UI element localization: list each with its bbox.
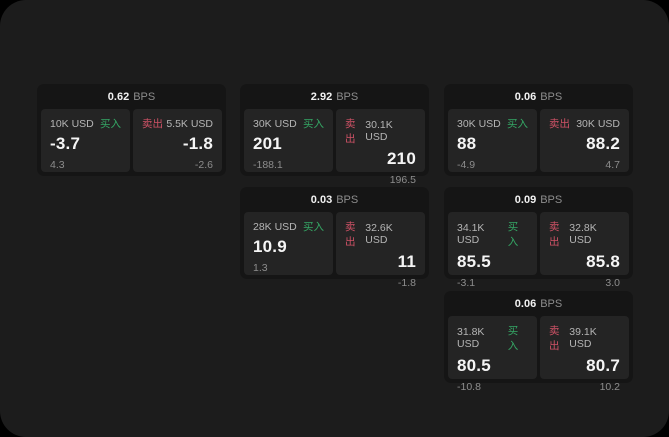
quote-panels: 30K USD 买入 88 -4.9 卖出 30K USD 88.2 4.7 <box>444 107 633 176</box>
sell-label: 卖出 <box>549 325 560 352</box>
buy-amount: 34.1K USD <box>457 222 485 246</box>
buy-label: 买入 <box>303 118 324 130</box>
buy-price: 88 <box>457 134 477 153</box>
bps-value: 2.92 <box>310 90 333 103</box>
sell-label: 卖出 <box>549 118 570 130</box>
sell-delta: 196.5 <box>389 174 416 186</box>
bps-unit: BPS <box>540 297 563 310</box>
buy-panel[interactable]: 34.1K USD 买入 85.5 -3.1 <box>448 212 537 289</box>
quote-card: 2.92 BPS 30K USD 买入 201 -188.1 卖出 30.1K … <box>240 84 429 186</box>
buy-amount: 30K USD <box>253 117 297 130</box>
sell-delta: -1.8 <box>397 277 416 289</box>
sell-price: 85.8 <box>586 252 620 271</box>
sell-panel[interactable]: 卖出 30.1K USD 210 196.5 <box>336 109 425 186</box>
buy-amount: 10K USD <box>50 117 94 130</box>
buy-delta: -10.8 <box>457 381 481 393</box>
buy-label: 买入 <box>507 221 519 248</box>
quote-card: 0.03 BPS 28K USD 买入 10.9 1.3 卖出 32.6K US… <box>240 187 429 289</box>
bps-value: 0.03 <box>310 193 333 206</box>
buy-delta: -4.9 <box>457 159 476 171</box>
buy-price: 10.9 <box>253 237 287 256</box>
sell-amount: 5.5K USD <box>166 117 213 130</box>
bps-value: 0.09 <box>514 193 537 206</box>
sell-panel[interactable]: 卖出 5.5K USD -1.8 -2.6 <box>133 109 222 172</box>
buy-price: 85.5 <box>457 252 491 271</box>
quote-panels: 28K USD 买入 10.9 1.3 卖出 32.6K USD 11 -1.8 <box>240 210 429 289</box>
buy-delta: -188.1 <box>253 159 283 171</box>
buy-amount: 30K USD <box>457 117 501 130</box>
sell-amount: 32.8K USD <box>569 222 597 246</box>
card-header: 0.06 BPS <box>444 291 633 314</box>
buy-label: 买入 <box>507 325 519 352</box>
quote-panels: 31.8K USD 买入 80.5 -10.8 卖出 39.1K USD 80.… <box>444 314 633 393</box>
sell-panel[interactable]: 卖出 32.6K USD 11 -1.8 <box>336 212 425 289</box>
sell-amount: 30.1K USD <box>365 119 393 143</box>
bps-unit: BPS <box>540 90 563 103</box>
card-header: 2.92 BPS <box>240 84 429 107</box>
buy-amount: 28K USD <box>253 220 297 233</box>
sell-amount: 32.6K USD <box>365 222 393 246</box>
buy-panel[interactable]: 30K USD 买入 201 -188.1 <box>244 109 333 172</box>
card-header: 0.03 BPS <box>240 187 429 210</box>
sell-amount: 30K USD <box>576 117 620 130</box>
bps-unit: BPS <box>133 90 156 103</box>
bps-unit: BPS <box>540 193 563 206</box>
buy-panel[interactable]: 30K USD 买入 88 -4.9 <box>448 109 537 172</box>
quote-panels: 30K USD 买入 201 -188.1 卖出 30.1K USD 210 1… <box>240 107 429 186</box>
sell-label: 卖出 <box>549 221 560 248</box>
sell-delta: 4.7 <box>605 159 620 171</box>
sell-delta: -2.6 <box>194 159 213 171</box>
sell-delta: 10.2 <box>599 381 620 393</box>
card-header: 0.62 BPS <box>37 84 226 107</box>
sell-label: 卖出 <box>345 221 356 248</box>
buy-delta: 4.3 <box>50 159 65 171</box>
sell-panel[interactable]: 卖出 32.8K USD 85.8 3.0 <box>540 212 629 289</box>
card-header: 0.06 BPS <box>444 84 633 107</box>
quote-panels: 10K USD 买入 -3.7 4.3 卖出 5.5K USD -1.8 -2.… <box>37 107 226 176</box>
bps-unit: BPS <box>336 193 359 206</box>
sell-amount: 39.1K USD <box>569 326 597 350</box>
sell-label: 卖出 <box>142 118 163 130</box>
quote-card: 0.06 BPS 31.8K USD 买入 80.5 -10.8 卖出 39.1… <box>444 291 633 393</box>
sell-label: 卖出 <box>345 118 356 145</box>
buy-delta: -3.1 <box>457 277 476 289</box>
buy-label: 买入 <box>100 118 121 130</box>
sell-price: -1.8 <box>182 134 213 153</box>
buy-price: 80.5 <box>457 356 491 375</box>
card-header: 0.09 BPS <box>444 187 633 210</box>
sell-delta: 3.0 <box>605 277 620 289</box>
buy-delta: 1.3 <box>253 262 268 274</box>
bps-value: 0.06 <box>514 90 537 103</box>
sell-panel[interactable]: 卖出 30K USD 88.2 4.7 <box>540 109 629 172</box>
quote-card: 0.06 BPS 30K USD 买入 88 -4.9 卖出 30K USD <box>444 84 633 176</box>
buy-label: 买入 <box>507 118 528 130</box>
sell-panel[interactable]: 卖出 39.1K USD 80.7 10.2 <box>540 316 629 393</box>
quote-card: 0.09 BPS 34.1K USD 买入 85.5 -3.1 卖出 32.8K… <box>444 187 633 289</box>
buy-label: 买入 <box>303 221 324 233</box>
buy-price: 201 <box>253 134 282 153</box>
sell-price: 11 <box>397 252 416 271</box>
buy-panel[interactable]: 31.8K USD 买入 80.5 -10.8 <box>448 316 537 393</box>
bps-unit: BPS <box>336 90 359 103</box>
bps-value: 0.06 <box>514 297 537 310</box>
sell-price: 88.2 <box>586 134 620 153</box>
buy-panel[interactable]: 10K USD 买入 -3.7 4.3 <box>41 109 130 172</box>
sell-price: 80.7 <box>586 356 620 375</box>
buy-price: -3.7 <box>50 134 81 153</box>
sell-price: 210 <box>387 149 416 168</box>
buy-amount: 31.8K USD <box>457 326 485 350</box>
quote-panels: 34.1K USD 买入 85.5 -3.1 卖出 32.8K USD 85.8… <box>444 210 633 289</box>
bps-value: 0.62 <box>107 90 130 103</box>
buy-panel[interactable]: 28K USD 买入 10.9 1.3 <box>244 212 333 275</box>
quote-card: 0.62 BPS 10K USD 买入 -3.7 4.3 卖出 5.5K USD <box>37 84 226 176</box>
